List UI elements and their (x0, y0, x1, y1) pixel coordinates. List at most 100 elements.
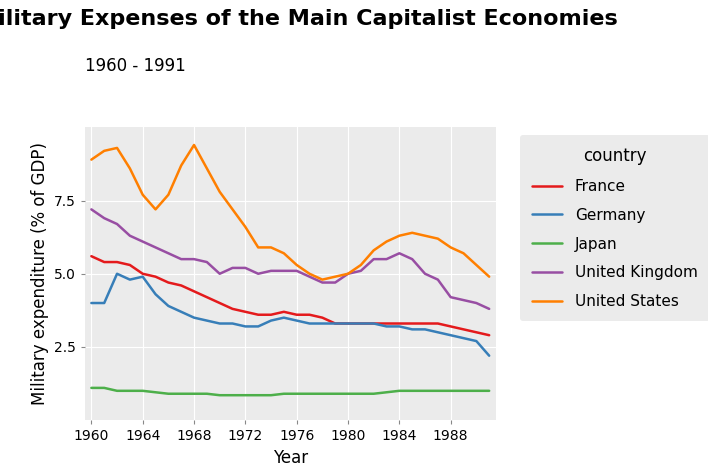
United States (472, 262, 481, 268)
United States (87, 157, 96, 162)
France (305, 312, 314, 318)
United Kingdom (485, 306, 493, 312)
United States (370, 247, 378, 253)
Japan (305, 391, 314, 396)
Germany (318, 320, 326, 326)
France (267, 312, 275, 318)
United States (280, 251, 288, 256)
United Kingdom (395, 251, 404, 256)
Japan (408, 388, 416, 394)
United Kingdom (125, 233, 134, 238)
Germany (408, 327, 416, 332)
United Kingdom (267, 268, 275, 274)
United Kingdom (305, 274, 314, 279)
United Kingdom (164, 251, 173, 256)
Text: 1960 - 1991: 1960 - 1991 (85, 57, 185, 75)
France (408, 320, 416, 326)
Germany (472, 338, 481, 344)
France (241, 309, 250, 315)
Japan (152, 389, 160, 395)
France (421, 320, 429, 326)
Germany (370, 320, 378, 326)
Japan (344, 391, 353, 396)
Japan (241, 392, 250, 398)
Japan (139, 388, 147, 394)
Japan (433, 388, 442, 394)
France (459, 327, 468, 332)
Germany (202, 318, 211, 323)
United Kingdom (344, 271, 353, 277)
United Kingdom (447, 295, 455, 300)
Germany (100, 300, 108, 306)
Japan (421, 388, 429, 394)
United States (152, 207, 160, 212)
Japan (395, 388, 404, 394)
France (177, 283, 185, 288)
United Kingdom (202, 259, 211, 265)
United States (433, 236, 442, 242)
Germany (228, 320, 236, 326)
Japan (280, 391, 288, 396)
United States (447, 244, 455, 250)
Japan (370, 391, 378, 396)
France (254, 312, 263, 318)
Germany (447, 332, 455, 338)
United Kingdom (190, 256, 198, 262)
United States (254, 244, 263, 250)
Japan (190, 391, 198, 396)
Germany (164, 303, 173, 309)
Line: United States: United States (91, 145, 489, 279)
France (100, 259, 108, 265)
Y-axis label: Military expenditure (% of GDP): Military expenditure (% of GDP) (30, 142, 49, 405)
Japan (485, 388, 493, 394)
United States (190, 142, 198, 148)
Germany (421, 327, 429, 332)
United States (318, 277, 326, 282)
United States (100, 148, 108, 154)
United Kingdom (87, 207, 96, 212)
Germany (241, 324, 250, 329)
Germany (254, 324, 263, 329)
France (152, 274, 160, 279)
United Kingdom (292, 268, 301, 274)
Line: France: France (91, 256, 489, 335)
United Kingdom (370, 256, 378, 262)
Germany (395, 324, 404, 329)
Germany (292, 318, 301, 323)
X-axis label: Year: Year (273, 449, 308, 467)
Japan (292, 391, 301, 396)
United States (202, 166, 211, 171)
France (395, 320, 404, 326)
Germany (305, 320, 314, 326)
United Kingdom (215, 271, 224, 277)
Japan (254, 392, 263, 398)
United States (113, 145, 121, 151)
Japan (447, 388, 455, 394)
Line: United Kingdom: United Kingdom (91, 210, 489, 309)
United States (177, 163, 185, 169)
United Kingdom (177, 256, 185, 262)
France (472, 329, 481, 335)
United States (164, 192, 173, 198)
United States (408, 230, 416, 236)
Japan (472, 388, 481, 394)
France (382, 320, 391, 326)
Germany (125, 277, 134, 282)
France (357, 320, 365, 326)
United Kingdom (421, 271, 429, 277)
Germany (152, 291, 160, 297)
United States (125, 166, 134, 171)
France (447, 324, 455, 329)
Germany (433, 329, 442, 335)
United States (331, 274, 339, 279)
United States (228, 207, 236, 212)
France (370, 320, 378, 326)
Japan (113, 388, 121, 394)
United States (292, 262, 301, 268)
France (87, 253, 96, 259)
France (113, 259, 121, 265)
Germany (485, 353, 493, 359)
France (228, 306, 236, 312)
Japan (125, 388, 134, 394)
Germany (267, 318, 275, 323)
